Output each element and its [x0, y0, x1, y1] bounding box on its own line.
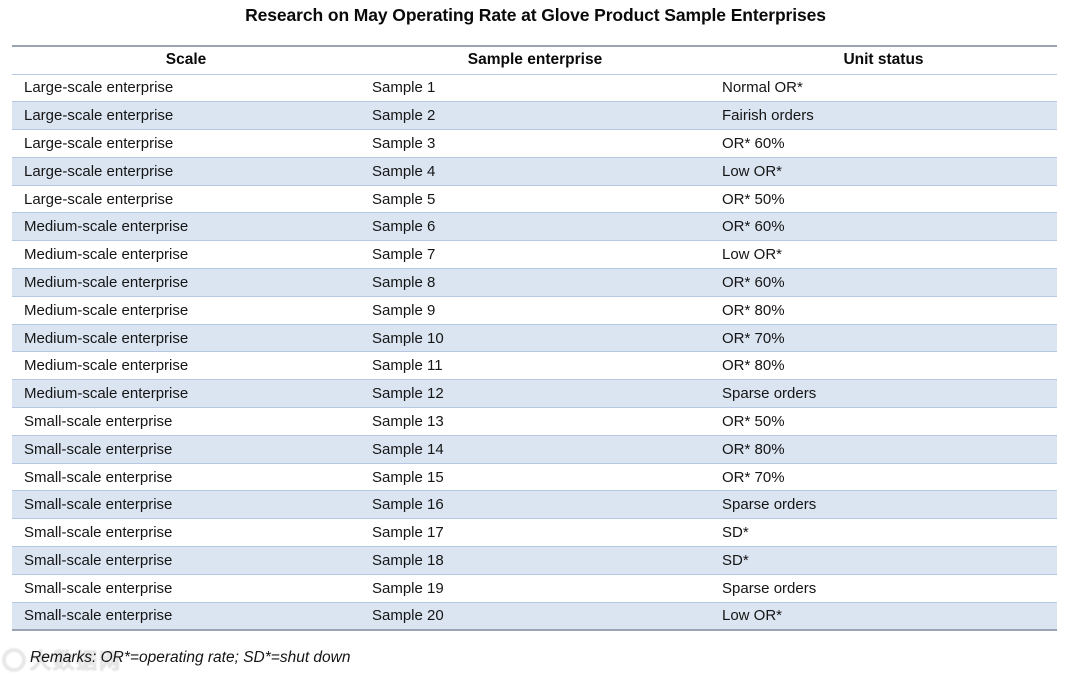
- research-table-container: Scale Sample enterprise Unit status Larg…: [12, 45, 1057, 631]
- cell-unit-status: OR* 60%: [710, 212, 1057, 242]
- cell-scale: Large-scale enterprise: [12, 129, 360, 158]
- cell-unit-status: Sparse orders: [710, 379, 1057, 409]
- table-row: Large-scale enterprise Sample 4 Low OR*: [12, 157, 1057, 186]
- research-table: Scale Sample enterprise Unit status Larg…: [12, 45, 1057, 631]
- table-row: Large-scale enterprise Sample 3 OR* 60%: [12, 129, 1057, 158]
- cell-scale: Small-scale enterprise: [12, 574, 360, 603]
- cell-unit-status: Fairish orders: [710, 101, 1057, 131]
- column-header-scale: Scale: [12, 45, 360, 75]
- cell-unit-status: Normal OR*: [710, 74, 1057, 103]
- table-row: Small-scale enterprise Sample 13 OR* 50%: [12, 407, 1057, 436]
- table-row: Small-scale enterprise Sample 17 SD*: [12, 518, 1057, 548]
- cell-scale: Small-scale enterprise: [12, 435, 360, 464]
- table-row: Medium-scale enterprise Sample 10 OR* 70…: [12, 324, 1057, 353]
- cell-scale: Large-scale enterprise: [12, 74, 360, 103]
- cell-unit-status: OR* 80%: [710, 351, 1057, 381]
- cell-scale: Small-scale enterprise: [12, 602, 360, 631]
- cell-sample-enterprise: Sample 15: [360, 463, 710, 492]
- table-row: Small-scale enterprise Sample 19 Sparse …: [12, 574, 1057, 603]
- table-row: Small-scale enterprise Sample 14 OR* 80%: [12, 435, 1057, 464]
- table-row: Small-scale enterprise Sample 16 Sparse …: [12, 490, 1057, 520]
- cell-unit-status: Low OR*: [710, 240, 1057, 270]
- cell-sample-enterprise: Sample 20: [360, 602, 710, 631]
- table-row: Medium-scale enterprise Sample 8 OR* 60%: [12, 268, 1057, 297]
- column-header-sample-enterprise: Sample enterprise: [360, 45, 710, 75]
- table-row: Medium-scale enterprise Sample 7 Low OR*: [12, 240, 1057, 270]
- remarks-note: Remarks: OR*=operating rate; SD*=shut do…: [30, 649, 351, 666]
- cell-unit-status: OR* 70%: [710, 463, 1057, 492]
- cell-unit-status: SD*: [710, 546, 1057, 575]
- cell-scale: Large-scale enterprise: [12, 101, 360, 131]
- cell-unit-status: Low OR*: [710, 157, 1057, 186]
- table-row: Medium-scale enterprise Sample 9 OR* 80%: [12, 296, 1057, 325]
- cell-scale: Small-scale enterprise: [12, 407, 360, 436]
- cell-sample-enterprise: Sample 6: [360, 212, 710, 242]
- cell-scale: Medium-scale enterprise: [12, 296, 360, 325]
- cell-scale: Medium-scale enterprise: [12, 240, 360, 270]
- table-row: Small-scale enterprise Sample 18 SD*: [12, 546, 1057, 575]
- cell-scale: Medium-scale enterprise: [12, 324, 360, 353]
- table-row: Large-scale enterprise Sample 1 Normal O…: [12, 74, 1057, 103]
- cell-unit-status: Sparse orders: [710, 574, 1057, 603]
- cell-scale: Medium-scale enterprise: [12, 351, 360, 381]
- table-row: Large-scale enterprise Sample 2 Fairish …: [12, 101, 1057, 131]
- cell-sample-enterprise: Sample 18: [360, 546, 710, 575]
- table-row: Medium-scale enterprise Sample 12 Sparse…: [12, 379, 1057, 409]
- cell-sample-enterprise: Sample 17: [360, 518, 710, 548]
- cell-scale: Medium-scale enterprise: [12, 212, 360, 242]
- cell-scale: Small-scale enterprise: [12, 490, 360, 520]
- cell-unit-status: OR* 80%: [710, 296, 1057, 325]
- cell-sample-enterprise: Sample 10: [360, 324, 710, 353]
- cell-sample-enterprise: Sample 2: [360, 101, 710, 131]
- watermark-text: 大数据网: [30, 650, 122, 674]
- column-header-unit-status: Unit status: [710, 45, 1057, 75]
- watermark-ring-icon: [2, 648, 26, 672]
- table-row: Small-scale enterprise Sample 15 OR* 70%: [12, 463, 1057, 492]
- cell-scale: Large-scale enterprise: [12, 157, 360, 186]
- table-body: Large-scale enterprise Sample 1 Normal O…: [12, 74, 1057, 631]
- cell-sample-enterprise: Sample 4: [360, 157, 710, 186]
- cell-unit-status: OR* 50%: [710, 185, 1057, 214]
- cell-sample-enterprise: Sample 11: [360, 351, 710, 381]
- cell-sample-enterprise: Sample 19: [360, 574, 710, 603]
- cell-unit-status: Low OR*: [710, 602, 1057, 631]
- cell-sample-enterprise: Sample 14: [360, 435, 710, 464]
- table-header: Scale Sample enterprise Unit status: [12, 45, 1057, 75]
- table-row: Medium-scale enterprise Sample 11 OR* 80…: [12, 351, 1057, 381]
- cell-scale: Small-scale enterprise: [12, 463, 360, 492]
- cell-unit-status: OR* 80%: [710, 435, 1057, 464]
- cell-unit-status: OR* 60%: [710, 129, 1057, 158]
- cell-sample-enterprise: Sample 7: [360, 240, 710, 270]
- cell-sample-enterprise: Sample 9: [360, 296, 710, 325]
- cell-sample-enterprise: Sample 8: [360, 268, 710, 297]
- cell-unit-status: SD*: [710, 518, 1057, 548]
- page-title: Research on May Operating Rate at Glove …: [245, 5, 826, 25]
- cell-unit-status: OR* 70%: [710, 324, 1057, 353]
- cell-unit-status: OR* 60%: [710, 268, 1057, 297]
- cell-sample-enterprise: Sample 13: [360, 407, 710, 436]
- cell-sample-enterprise: Sample 16: [360, 490, 710, 520]
- cell-scale: Small-scale enterprise: [12, 518, 360, 548]
- table-row: Small-scale enterprise Sample 20 Low OR*: [12, 602, 1057, 631]
- table-row: Large-scale enterprise Sample 5 OR* 50%: [12, 185, 1057, 214]
- watermark-logo: 大数据网: [2, 645, 122, 675]
- cell-scale: Small-scale enterprise: [12, 546, 360, 575]
- table-row: Medium-scale enterprise Sample 6 OR* 60%: [12, 212, 1057, 242]
- cell-sample-enterprise: Sample 1: [360, 74, 710, 103]
- cell-sample-enterprise: Sample 3: [360, 129, 710, 158]
- cell-scale: Medium-scale enterprise: [12, 268, 360, 297]
- cell-sample-enterprise: Sample 12: [360, 379, 710, 409]
- cell-scale: Medium-scale enterprise: [12, 379, 360, 409]
- cell-unit-status: OR* 50%: [710, 407, 1057, 436]
- cell-scale: Large-scale enterprise: [12, 185, 360, 214]
- cell-unit-status: Sparse orders: [710, 490, 1057, 520]
- cell-sample-enterprise: Sample 5: [360, 185, 710, 214]
